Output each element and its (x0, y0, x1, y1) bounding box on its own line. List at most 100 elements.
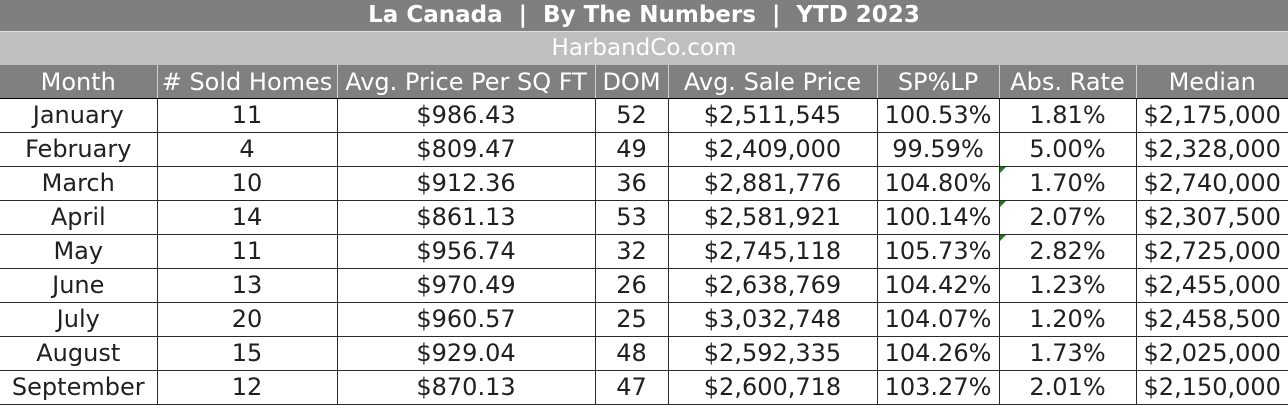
avg-sale-price-cell[interactable]: $2,638,769 (667, 268, 878, 303)
avg-sale-price-cell[interactable]: $2,511,545 (667, 98, 878, 133)
sold-homes-cell[interactable]: 13 (156, 268, 338, 303)
sold-homes-cell[interactable]: 15 (156, 336, 338, 371)
abs-rate-cell[interactable]: 1.23% (998, 268, 1137, 303)
median-cell[interactable]: $2,740,000 (1135, 166, 1288, 201)
sp-lp-cell[interactable]: 104.80% (876, 166, 1000, 201)
sold-homes-cell[interactable]: 20 (156, 302, 338, 337)
cell-note-indicator[interactable] (1000, 167, 1006, 173)
median-cell[interactable]: $2,328,000 (1135, 132, 1288, 167)
column-header-sp-lp[interactable]: SP%LP (876, 65, 999, 99)
price-per-sqft-cell[interactable]: $986.43 (336, 98, 596, 133)
dom-cell[interactable]: 32 (594, 234, 669, 269)
column-header-abs-rate[interactable]: Abs. Rate (998, 65, 1136, 99)
sp-lp-cell[interactable]: 100.14% (876, 200, 1000, 235)
sold-homes-cell[interactable]: 11 (156, 98, 338, 133)
cell-value: $809.47 (416, 135, 516, 163)
dom-cell[interactable]: 48 (594, 336, 669, 371)
avg-sale-price-cell[interactable]: $3,032,748 (667, 302, 878, 337)
month-cell[interactable]: June (0, 268, 158, 303)
month-cell[interactable]: April (0, 200, 158, 235)
cell-value: 48 (616, 339, 647, 367)
median-cell[interactable]: $2,025,000 (1135, 336, 1288, 371)
table-row: September 12 $870.13 47 $2,600,718 103.27% 2.0… (0, 370, 1288, 405)
sp-lp-cell[interactable]: 104.07% (876, 302, 1000, 337)
cell-value: 32 (616, 237, 647, 265)
sp-lp-cell[interactable]: 104.26% (876, 336, 1000, 371)
dom-cell[interactable]: 25 (594, 302, 669, 337)
abs-rate-cell[interactable]: 1.81% (998, 98, 1137, 133)
avg-sale-price-cell[interactable]: $2,881,776 (667, 166, 878, 201)
abs-rate-cell[interactable]: 5.00% (998, 132, 1137, 167)
price-per-sqft-cell[interactable]: $970.49 (336, 268, 596, 303)
abs-rate-cell[interactable]: 1.20% (998, 302, 1137, 337)
median-cell[interactable]: $2,150,000 (1135, 370, 1288, 405)
month-cell[interactable]: February (0, 132, 158, 167)
price-per-sqft-cell[interactable]: $912.36 (336, 166, 596, 201)
cell-value: 20 (231, 305, 263, 333)
sp-lp-cell[interactable]: 104.42% (876, 268, 1000, 303)
table-row: January 11 $986.43 52 $2,511,545 100.53% 1.81%… (0, 98, 1288, 133)
sp-lp-cell[interactable]: 100.53% (876, 98, 1000, 133)
sold-homes-cell[interactable]: 12 (156, 370, 338, 405)
column-header-dom[interactable]: DOM (594, 65, 668, 99)
avg-sale-price-cell[interactable]: $2,409,000 (667, 132, 878, 167)
sp-lp-cell[interactable]: 103.27% (876, 370, 1000, 405)
month-cell[interactable]: March (0, 166, 158, 201)
median-cell[interactable]: $2,175,000 (1135, 98, 1288, 133)
median-cell[interactable]: $2,725,000 (1135, 234, 1288, 269)
dom-cell[interactable]: 36 (594, 166, 669, 201)
price-per-sqft-cell[interactable]: $809.47 (336, 132, 596, 167)
avg-sale-price-cell[interactable]: $2,592,335 (667, 336, 878, 371)
avg-sale-price-cell[interactable]: $2,581,921 (667, 200, 878, 235)
abs-rate-cell[interactable]: 2.82% (998, 234, 1137, 269)
cell-note-indicator[interactable] (1000, 201, 1006, 207)
abs-rate-cell[interactable]: 1.73% (998, 336, 1137, 371)
cell-value: 100.14% (884, 203, 992, 231)
table-row: April 14 $861.13 53 $2,581,921 100.14% 2.07% $2… (0, 200, 1288, 235)
price-per-sqft-cell[interactable]: $956.74 (336, 234, 596, 269)
month-cell[interactable]: January (0, 98, 158, 133)
dom-cell[interactable]: 49 (594, 132, 669, 167)
dom-cell[interactable]: 52 (594, 98, 669, 133)
cell-value: 47 (616, 373, 647, 401)
median-cell[interactable]: $2,307,500 (1135, 200, 1288, 235)
cell-value: 2.01% (1029, 373, 1106, 401)
price-per-sqft-cell[interactable]: $960.57 (336, 302, 596, 337)
column-header-avg-sale-price[interactable]: Avg. Sale Price (667, 65, 877, 99)
cell-value: $2,592,335 (703, 339, 842, 367)
month-cell[interactable]: July (0, 302, 158, 337)
column-header-median[interactable]: Median (1135, 65, 1288, 99)
sold-homes-cell[interactable]: 4 (156, 132, 338, 167)
avg-sale-price-cell[interactable]: $2,600,718 (667, 370, 878, 405)
median-cell[interactable]: $2,458,500 (1135, 302, 1288, 337)
price-per-sqft-cell[interactable]: $861.13 (336, 200, 596, 235)
price-per-sqft-cell[interactable]: $870.13 (336, 370, 596, 405)
dom-cell[interactable]: 53 (594, 200, 669, 235)
cell-value: July (56, 305, 100, 333)
cell-value: 52 (616, 101, 647, 129)
sp-lp-cell[interactable]: 99.59% (876, 132, 1000, 167)
month-cell[interactable]: September (0, 370, 158, 405)
sold-homes-cell[interactable]: 11 (156, 234, 338, 269)
dom-cell[interactable]: 26 (594, 268, 669, 303)
abs-rate-cell[interactable]: 2.07% (998, 200, 1137, 235)
price-per-sqft-cell[interactable]: $929.04 (336, 336, 596, 371)
cell-note-indicator[interactable] (1000, 235, 1006, 241)
dom-cell[interactable]: 47 (594, 370, 669, 405)
avg-sale-price-cell[interactable]: $2,745,118 (667, 234, 878, 269)
month-cell[interactable]: May (0, 234, 158, 269)
abs-rate-cell[interactable]: 1.70% (998, 166, 1137, 201)
cell-value: 4 (239, 135, 255, 163)
column-header-month[interactable]: Month (0, 65, 157, 99)
abs-rate-cell[interactable]: 2.01% (998, 370, 1137, 405)
median-cell[interactable]: $2,455,000 (1135, 268, 1288, 303)
table-body: January 11 $986.43 52 $2,511,545 100.53% 1.81%… (0, 98, 1288, 405)
table-row: August 15 $929.04 48 $2,592,335 104.26% 1.73% $… (0, 336, 1288, 371)
month-cell[interactable]: August (0, 336, 158, 371)
column-header-sold-homes[interactable]: # Sold Homes (156, 65, 337, 99)
sold-homes-cell[interactable]: 14 (156, 200, 338, 235)
sp-lp-cell[interactable]: 105.73% (876, 234, 1000, 269)
column-header-price-per-sqft[interactable]: Avg. Price Per SQ FT (336, 65, 595, 99)
cell-value: $2,328,000 (1143, 135, 1281, 163)
sold-homes-cell[interactable]: 10 (156, 166, 338, 201)
